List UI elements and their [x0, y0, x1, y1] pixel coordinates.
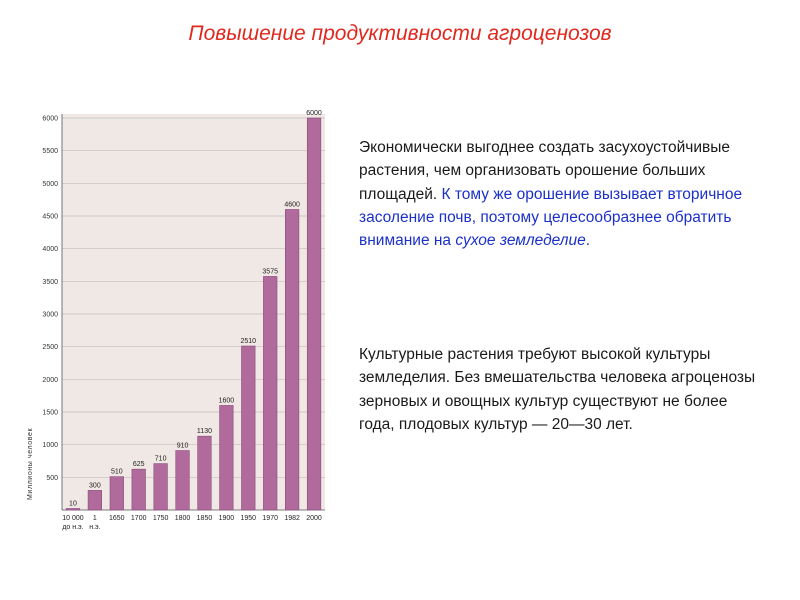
x-tick-label-8: 1950 [241, 515, 257, 522]
paragraph-irrigation-highlight: К тому же орошение вызывает вторичное за… [359, 186, 742, 250]
x-tick-sublabel-0: до н.э. [62, 524, 83, 531]
value-label-2510: 2510 [241, 338, 257, 345]
value-label-6000: 6000 [306, 110, 322, 117]
population-bar-chart: 500 1000 1500 2000 2500 3000 3500 4000 4500 5000 5… [22, 98, 334, 538]
x-tick-label-2: 1650 [109, 515, 125, 522]
y-tick-label-5000: 5000 [42, 181, 58, 188]
y-tick-label-4000: 4000 [42, 246, 58, 253]
value-label-3575: 3575 [262, 268, 278, 275]
x-tick-label-3: 1700 [131, 515, 147, 522]
value-label-910: 910 [177, 443, 189, 450]
y-tick-label-2500: 2500 [42, 344, 58, 351]
plot-background [62, 114, 325, 510]
y-tick-label-3000: 3000 [42, 312, 58, 319]
bar-2000 [306, 117, 322, 511]
bar-1950 [241, 345, 256, 511]
dry-farming-term: сухое земледелие [455, 232, 586, 250]
x-tick-label-9: 1970 [262, 515, 278, 522]
highlight-start: К тому же орошение вызывает вторичное за… [359, 185, 743, 250]
y-tick-label-3500: 3500 [42, 279, 58, 286]
x-tick-label-1: 1 [93, 515, 97, 522]
y-tick-label-5500: 5500 [42, 148, 58, 155]
value-label-510: 510 [111, 469, 123, 476]
value-label-10: 10 [69, 501, 77, 508]
bar-10000 [65, 508, 81, 511]
paragraph-irrigation: Экономически выгоднее создать засухоусто… [359, 136, 759, 252]
value-label-1600: 1600 [219, 397, 235, 404]
chart-svg: 500 1000 1500 2000 2500 3000 3500 4000 4500 5000 5… [27, 110, 325, 531]
value-label-625: 625 [133, 461, 145, 468]
value-label-710: 710 [155, 456, 167, 463]
x-tick-label-5: 1800 [175, 515, 191, 522]
x-tick-label-6: 1850 [197, 515, 213, 522]
bar-1850 [197, 435, 212, 511]
bar-1982 [285, 209, 300, 511]
bar-1750 [153, 463, 168, 511]
x-tick-label-10: 1982 [284, 515, 300, 522]
bar-1900 [219, 405, 234, 511]
bar-1650 [109, 476, 124, 511]
y-axis-label: Миллионы человек [27, 428, 34, 500]
x-tick-label-0: 10 000 [62, 515, 84, 522]
y-tick-label-500: 500 [46, 475, 58, 482]
value-label-300: 300 [89, 482, 101, 489]
paragraph-irrigation-plain: Экономически выгоднее создать засухоусто… [359, 139, 730, 203]
y-tick-label-1000: 1000 [42, 442, 58, 449]
y-tick-label-1500: 1500 [42, 410, 58, 417]
x-tick-label-4: 1750 [153, 515, 169, 522]
value-label-1130: 1130 [197, 428, 212, 435]
x-tick-label-11: 2000 [306, 515, 322, 522]
highlight-end: . [585, 232, 591, 250]
bar-1700 [131, 468, 146, 511]
x-tick-label-7: 1900 [219, 515, 235, 522]
bar-1970 [263, 276, 278, 511]
x-tick-sublabel-1: н.э. [89, 524, 100, 531]
y-tick-label-2000: 2000 [42, 377, 58, 384]
y-tick-label-6000: 6000 [42, 116, 58, 123]
slide-title: Повышение продуктивности агроценозов [188, 22, 612, 45]
paragraph-agrocenosis: Культурные растения требуют высокой куль… [359, 346, 756, 433]
y-tick-label-4500: 4500 [42, 214, 58, 221]
bar-1 [87, 490, 102, 511]
bar-1800 [175, 450, 190, 511]
value-label-4600: 4600 [284, 201, 300, 208]
